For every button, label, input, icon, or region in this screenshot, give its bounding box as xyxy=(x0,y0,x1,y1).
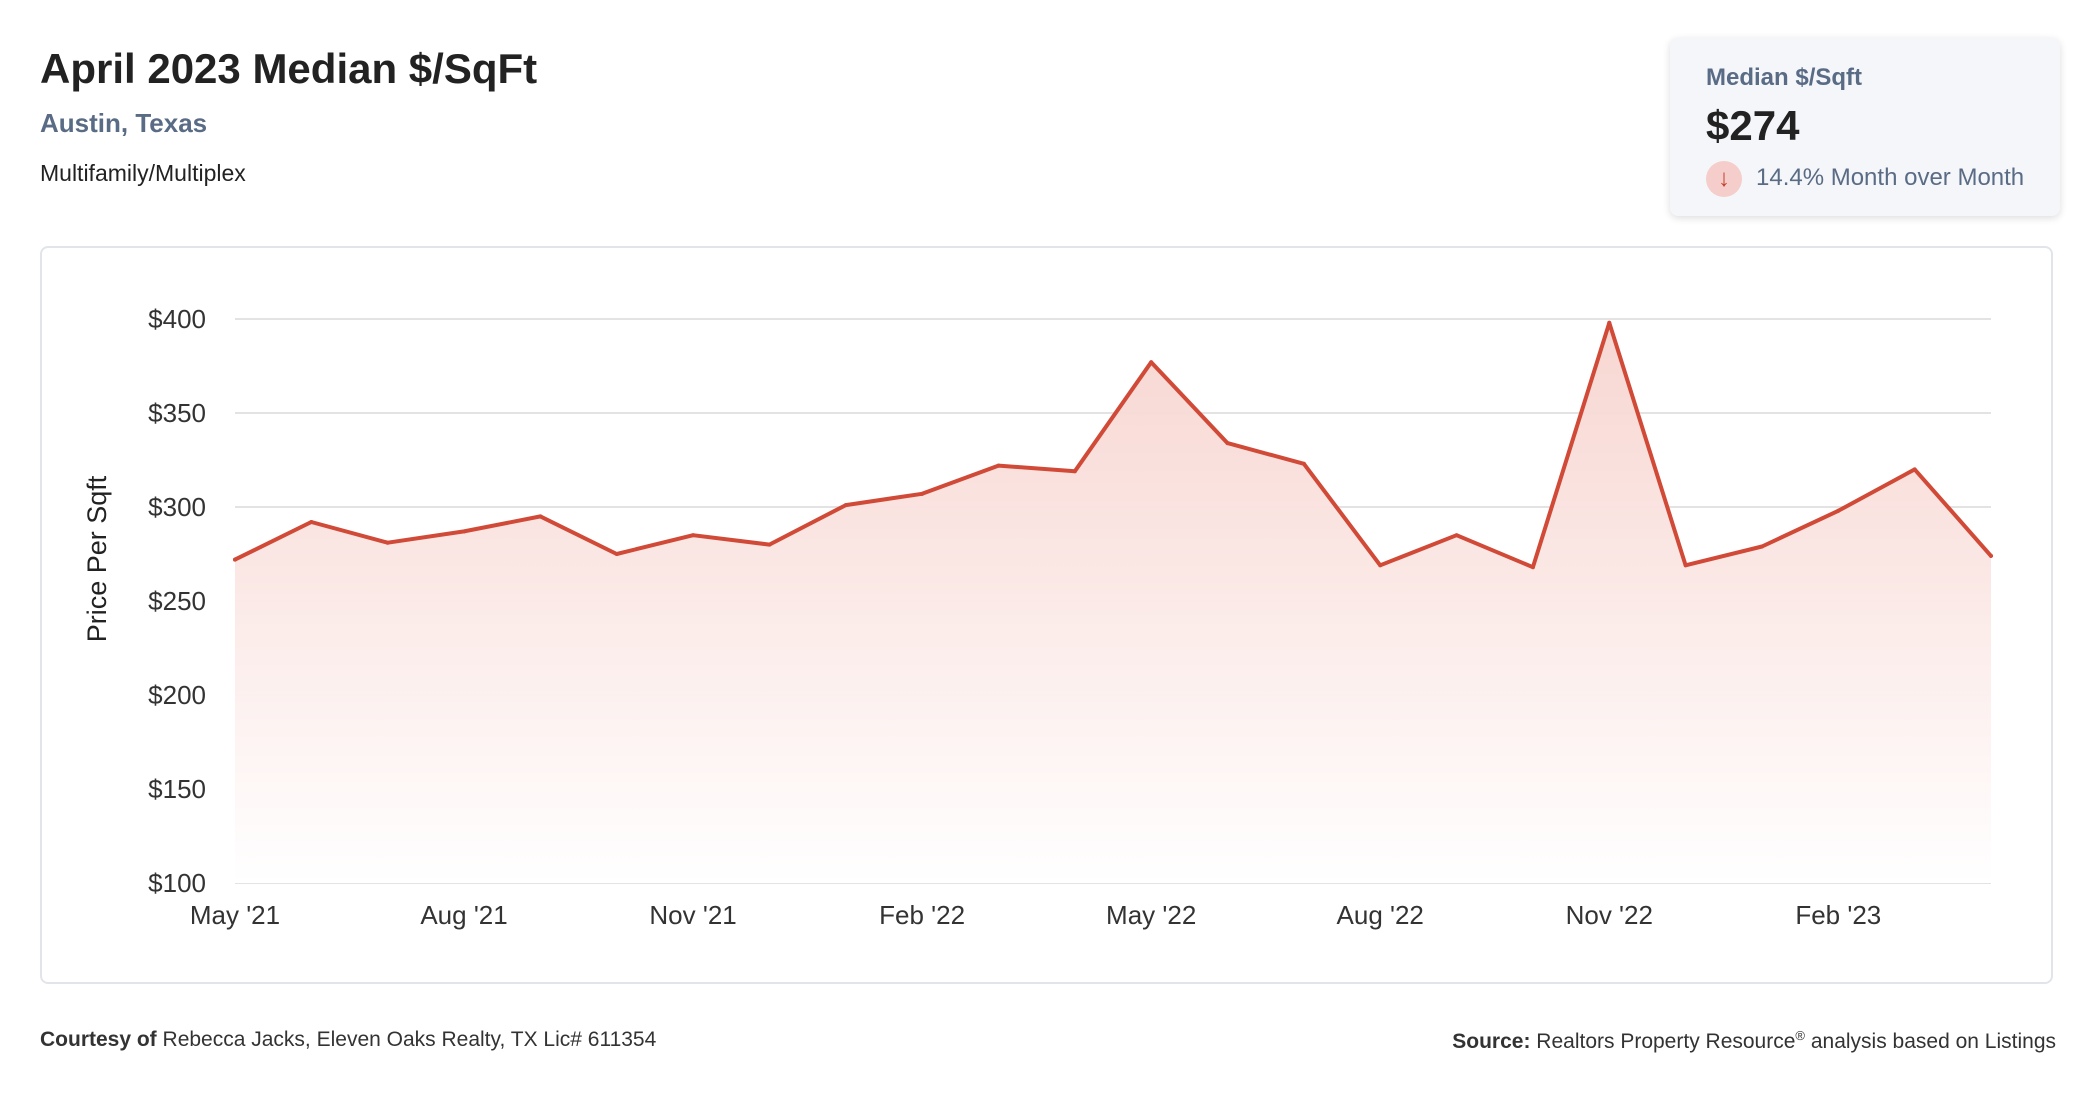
source-label: Source: xyxy=(1452,1030,1531,1053)
data-point xyxy=(1836,508,1841,513)
change-text: 14.4% Month over Month xyxy=(1756,164,2025,191)
source-footer: Source: Realtors Property Resource® anal… xyxy=(1452,1028,2056,1054)
series-area xyxy=(235,322,1991,883)
data-point xyxy=(1607,320,1612,325)
x-tick-label: Nov '22 xyxy=(1566,900,1653,930)
data-point xyxy=(1683,563,1688,568)
data-point xyxy=(1378,563,1383,568)
x-tick-label: May '22 xyxy=(1106,900,1196,930)
y-tick-labels: $100 $150 $200 $250 $300 $350 $400 xyxy=(148,304,206,898)
data-point xyxy=(1759,544,1764,549)
data-point xyxy=(1149,360,1154,365)
data-point xyxy=(920,491,925,496)
data-point xyxy=(1225,441,1230,446)
x-tick-label: Nov '21 xyxy=(649,900,736,930)
page-title: April 2023 Median $/SqFt xyxy=(40,45,538,92)
data-point xyxy=(996,463,1001,468)
y-tick-label: $300 xyxy=(148,492,206,522)
data-point xyxy=(309,520,314,525)
data-point xyxy=(538,514,543,519)
y-tick-label: $250 xyxy=(148,586,206,616)
x-tick-label: Aug '22 xyxy=(1337,900,1424,930)
data-point xyxy=(1454,533,1459,538)
source-suffix: analysis based on Listings xyxy=(1810,1030,2056,1053)
line-layer xyxy=(233,320,1993,570)
data-point xyxy=(1301,461,1306,466)
data-point xyxy=(767,542,772,547)
chart-panel: $100 $150 $200 $250 $300 $350 $400 May '21 Aug … xyxy=(40,246,2053,984)
data-point xyxy=(385,540,390,545)
y-tick-label: $400 xyxy=(148,304,206,334)
data-point xyxy=(843,503,848,508)
data-point xyxy=(1530,565,1535,570)
x-tick-label: Feb '22 xyxy=(879,900,965,930)
stat-value: $274 xyxy=(1706,102,1800,149)
y-tick-label: $350 xyxy=(148,398,206,428)
arrow-down-icon: ↓ xyxy=(1706,161,1742,197)
area-layer xyxy=(235,322,1991,883)
y-tick-label: $100 xyxy=(148,868,206,898)
data-point xyxy=(233,557,237,562)
courtesy-footer: Courtesy of Rebecca Jacks, Eleven Oaks R… xyxy=(40,1028,656,1052)
data-point xyxy=(1912,467,1917,472)
y-axis-label: Price Per Sqft xyxy=(82,475,112,642)
courtesy-label: Courtesy of xyxy=(40,1028,157,1051)
x-tick-label: May '21 xyxy=(190,900,280,930)
source-text: Realtors Property Resource xyxy=(1536,1030,1796,1053)
series-line xyxy=(233,320,1993,570)
data-point xyxy=(614,552,619,556)
median-stat-card: Median $/Sqft $274 ↓ 14.4% Month over Mo… xyxy=(1670,38,2060,216)
y-tick-label: $200 xyxy=(148,680,206,710)
data-point xyxy=(691,533,696,538)
x-tick-label: Feb '23 xyxy=(1795,900,1881,930)
data-point xyxy=(1072,469,1077,474)
y-tick-label: $150 xyxy=(148,774,206,804)
x-tick-label: Aug '21 xyxy=(420,900,507,930)
location-subtitle: Austin, Texas xyxy=(40,108,208,138)
courtesy-text: Rebecca Jacks, Eleven Oaks Realty, TX Li… xyxy=(162,1028,657,1051)
x-tick-labels: May '21 Aug '21 Nov '21 Feb '22 May '22 Aug '… xyxy=(190,900,1881,930)
registered-mark: ® xyxy=(1795,1028,1805,1043)
stat-label: Median $/Sqft xyxy=(1706,64,1863,91)
data-point xyxy=(1989,553,1993,558)
data-point xyxy=(462,529,467,534)
price-per-sqft-chart: $100 $150 $200 $250 $300 $350 $400 May '21 Aug … xyxy=(82,304,1993,930)
property-type-label: Multifamily/Multiplex xyxy=(40,160,246,186)
